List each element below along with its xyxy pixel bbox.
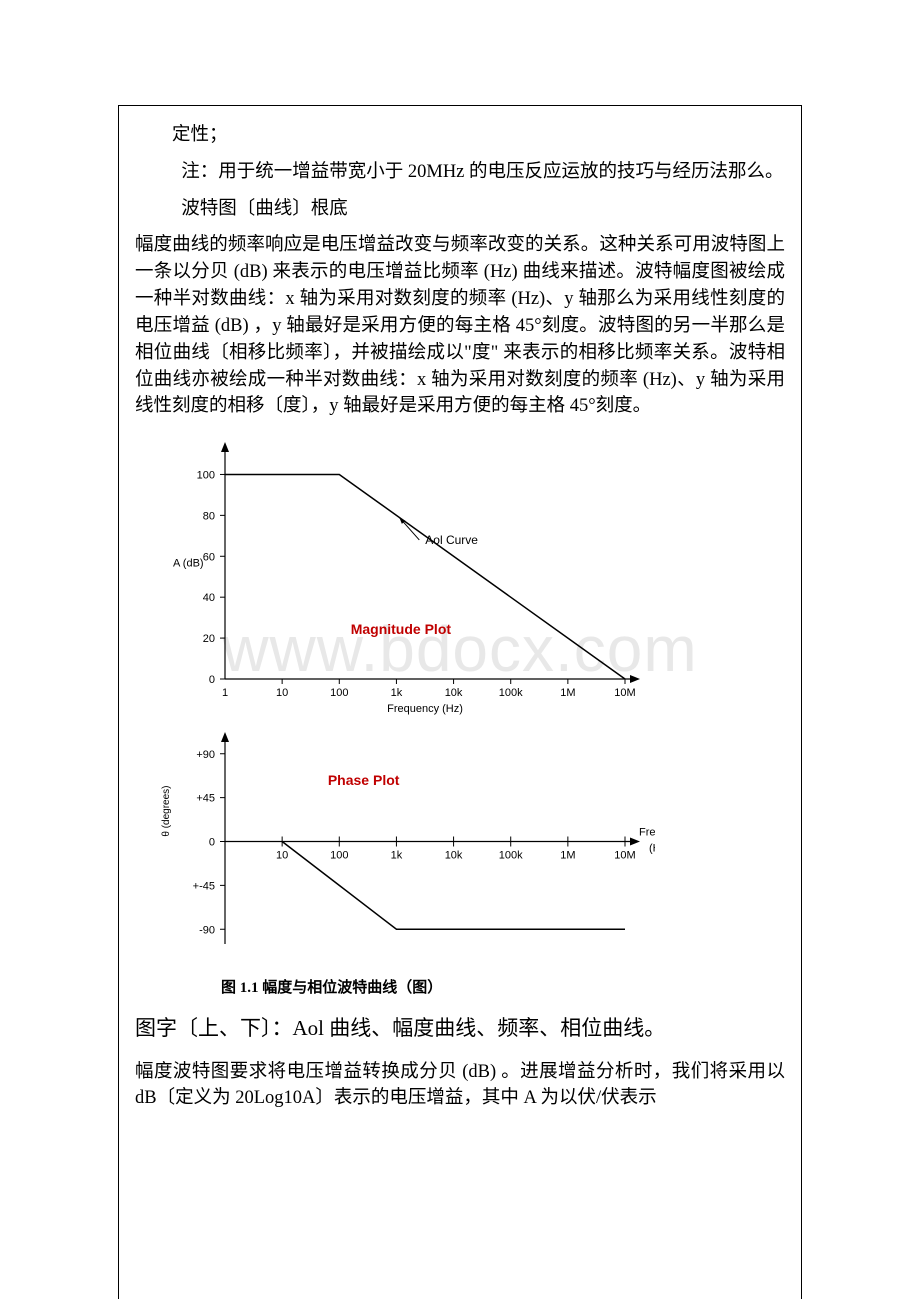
text-line2: 注：用于统一增益带宽小于 20MHz 的电压反应运放的技巧与经历法那么。 — [135, 159, 785, 186]
svg-text:0: 0 — [209, 837, 215, 849]
paragraph-1: 幅度曲线的频率响应是电压增益改变与频率改变的关系。这种关系可用波特图上一条以分贝… — [135, 232, 785, 420]
svg-text:80: 80 — [203, 510, 215, 522]
svg-text:1k: 1k — [391, 687, 403, 699]
svg-text:10M: 10M — [614, 687, 635, 699]
bode-svg: 0204060801001101001k10k100k1M10MA (dB)Fr… — [135, 434, 655, 964]
svg-text:Frequency: Frequency — [639, 827, 655, 839]
svg-text:10: 10 — [276, 687, 288, 699]
svg-text:10: 10 — [276, 850, 288, 862]
svg-text:10k: 10k — [445, 687, 463, 699]
svg-text:1k: 1k — [391, 850, 403, 862]
svg-text:θ (degrees): θ (degrees) — [161, 786, 172, 837]
svg-text:1M: 1M — [560, 850, 575, 862]
svg-text:60: 60 — [203, 551, 215, 563]
svg-text:100: 100 — [330, 687, 348, 699]
svg-text:10M: 10M — [614, 850, 635, 862]
svg-text:100k: 100k — [499, 687, 523, 699]
figure-caption: 图 1.1 幅度与相位波特曲线（图） — [221, 976, 785, 997]
svg-text:100k: 100k — [499, 850, 523, 862]
svg-text:Phase Plot: Phase Plot — [328, 772, 400, 788]
svg-text:10k: 10k — [445, 850, 463, 862]
svg-text:1M: 1M — [560, 687, 575, 699]
svg-text:(Hz): (Hz) — [649, 843, 655, 855]
svg-text:40: 40 — [203, 592, 215, 604]
legend-list: 图字〔上、下〕：Aol 曲线、幅度曲线、频率、相位曲线。 — [135, 1013, 785, 1045]
svg-text:1: 1 — [222, 687, 228, 699]
svg-text:0: 0 — [209, 674, 215, 686]
text-line1: 定性； — [135, 122, 785, 149]
svg-text:+90: +90 — [196, 749, 215, 761]
paragraph-2: 幅度波特图要求将电压增益转换成分贝 (dB) 。进展增益分析时，我们将采用以 d… — [135, 1059, 785, 1113]
svg-text:Magnitude Plot: Magnitude Plot — [351, 621, 452, 637]
svg-text:-90: -90 — [199, 924, 215, 936]
svg-text:20: 20 — [203, 633, 215, 645]
bode-chart: 0204060801001101001k10k100k1M10MA (dB)Fr… — [135, 434, 655, 964]
svg-text:Frequency (Hz): Frequency (Hz) — [387, 703, 463, 715]
svg-text:A (dB): A (dB) — [173, 558, 204, 570]
page-border: 定性； 注：用于统一增益带宽小于 20MHz 的电压反应运放的技巧与经历法那么。… — [118, 105, 802, 1299]
svg-text:100: 100 — [330, 850, 348, 862]
svg-text:+45: +45 — [196, 793, 215, 805]
text-line3: 波特图〔曲线〕根底 — [135, 196, 785, 223]
svg-text:100: 100 — [197, 470, 215, 482]
svg-text:Aol Curve: Aol Curve — [425, 533, 478, 547]
svg-text:+-45: +-45 — [193, 881, 215, 893]
